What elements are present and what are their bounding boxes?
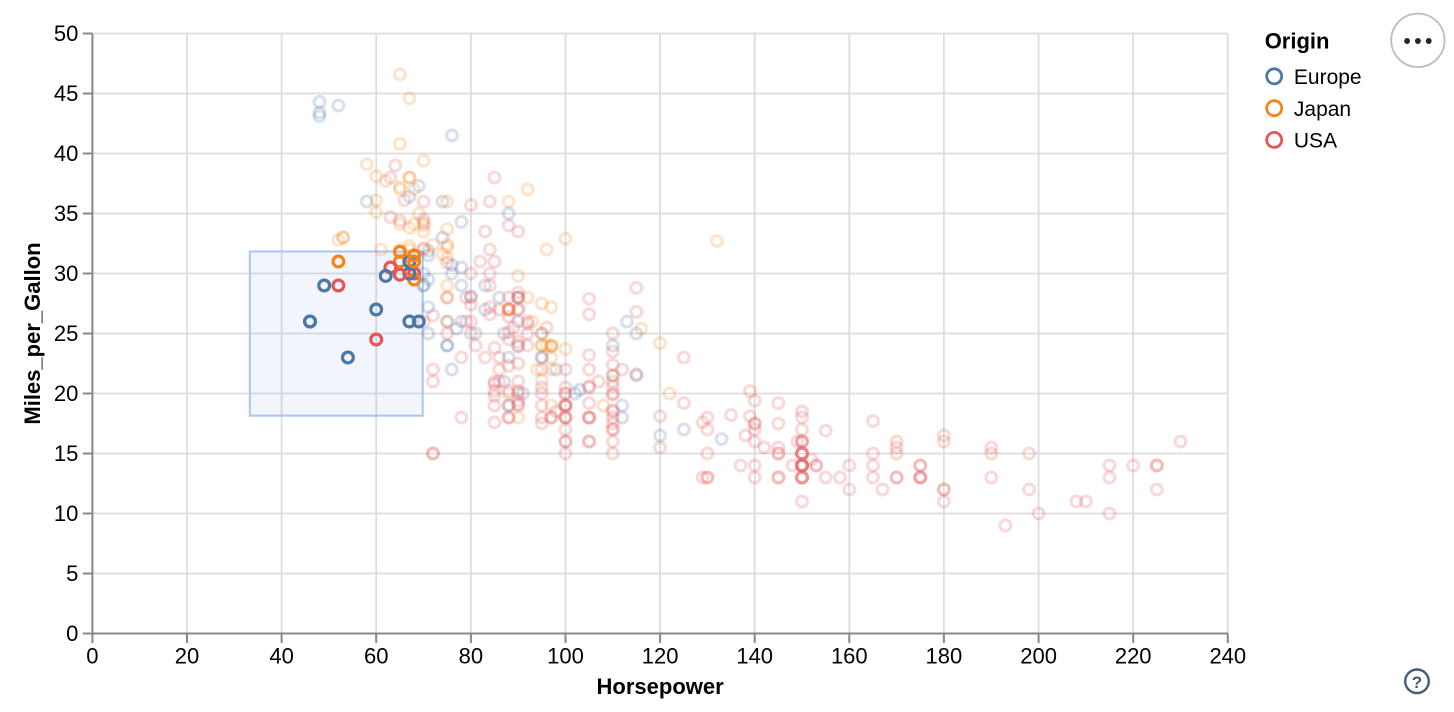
svg-text:45: 45 — [54, 81, 78, 106]
svg-text:25: 25 — [54, 321, 78, 346]
svg-text:60: 60 — [364, 644, 388, 669]
svg-text:50: 50 — [54, 21, 78, 46]
svg-text:140: 140 — [736, 644, 773, 669]
svg-text:Japan: Japan — [1294, 98, 1351, 121]
svg-text:0: 0 — [86, 644, 98, 669]
svg-text:40: 40 — [269, 644, 293, 669]
svg-text:200: 200 — [1020, 644, 1057, 669]
svg-text:20: 20 — [175, 644, 199, 669]
svg-text:?: ? — [1412, 673, 1422, 692]
svg-text:40: 40 — [54, 141, 78, 166]
svg-text:220: 220 — [1115, 644, 1152, 669]
svg-text:30: 30 — [54, 261, 78, 286]
svg-text:Horsepower: Horsepower — [597, 674, 725, 699]
svg-text:35: 35 — [54, 201, 78, 226]
svg-text:160: 160 — [831, 644, 868, 669]
svg-text:Miles_per_Gallon: Miles_per_Gallon — [20, 242, 45, 424]
svg-text:180: 180 — [926, 644, 963, 669]
svg-text:100: 100 — [547, 644, 584, 669]
svg-text:Europe: Europe — [1294, 66, 1362, 89]
svg-text:USA: USA — [1294, 130, 1337, 153]
svg-text:Origin: Origin — [1265, 29, 1330, 54]
svg-text:10: 10 — [54, 501, 78, 526]
svg-text:20: 20 — [54, 381, 78, 406]
svg-text:5: 5 — [66, 561, 78, 586]
svg-text:120: 120 — [642, 644, 679, 669]
svg-text:240: 240 — [1209, 644, 1246, 669]
svg-text:15: 15 — [54, 441, 78, 466]
svg-text:80: 80 — [459, 644, 483, 669]
svg-text:0: 0 — [66, 621, 78, 646]
